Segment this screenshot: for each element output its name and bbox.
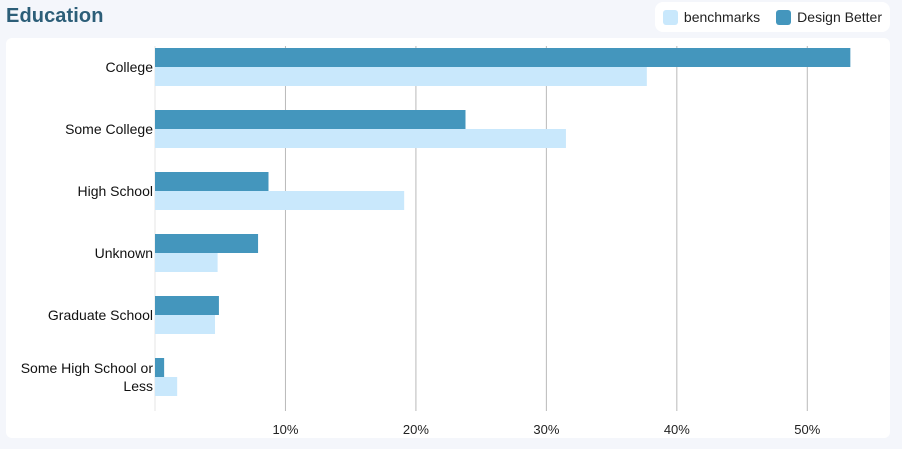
legend-label-design-better: Design Better bbox=[797, 9, 882, 25]
bar-benchmarks-graduate-school bbox=[155, 315, 216, 334]
category-label-line: High School bbox=[78, 183, 154, 199]
category-label-line: Less bbox=[123, 378, 153, 394]
x-tick-label-20: 20% bbox=[403, 422, 429, 437]
bar-benchmarks-college bbox=[155, 67, 647, 86]
category-label-some-high-school-or-less: Some High School or Less bbox=[21, 360, 154, 394]
bar-benchmarks-some-college bbox=[155, 129, 566, 148]
category-label-some-college: Some College bbox=[65, 121, 153, 137]
category-label-graduate-school: Graduate School bbox=[48, 307, 153, 323]
legend-swatch-design-better bbox=[776, 9, 792, 25]
bar-design-better-some-high-school-or-less bbox=[155, 358, 165, 377]
legend: benchmarks Design Better bbox=[654, 2, 890, 32]
bar-benchmarks-some-high-school-or-less bbox=[155, 377, 178, 396]
x-tick-label-40: 40% bbox=[664, 422, 690, 437]
bar-design-better-unknown bbox=[155, 234, 259, 253]
x-tick-label-30: 30% bbox=[533, 422, 559, 437]
bar-design-better-some-college bbox=[155, 110, 466, 129]
category-label-college: College bbox=[106, 59, 154, 75]
bar-benchmarks-unknown bbox=[155, 253, 218, 272]
x-tick-label-10: 10% bbox=[272, 422, 298, 437]
legend-swatch-benchmarks bbox=[662, 9, 678, 25]
category-label-line: College bbox=[106, 59, 154, 75]
bar-benchmarks-high-school bbox=[155, 191, 405, 210]
category-label-line: Some College bbox=[65, 121, 153, 137]
category-label-line: Some High School or bbox=[21, 360, 154, 376]
category-label-unknown: Unknown bbox=[95, 245, 153, 261]
category-label-high-school: High School bbox=[78, 183, 154, 199]
legend-label-benchmarks: benchmarks bbox=[683, 9, 761, 25]
x-tick-label-50: 50% bbox=[794, 422, 820, 437]
bar-design-better-college bbox=[155, 48, 851, 67]
category-label-line: Graduate School bbox=[48, 307, 153, 323]
legend-item-design-better[interactable]: Design Better bbox=[776, 9, 882, 25]
category-label-line: Unknown bbox=[95, 245, 153, 261]
bar-design-better-high-school bbox=[155, 172, 269, 191]
chart-card: 10% 20% 30% 40% 50% College Some College High S… bbox=[6, 38, 890, 438]
legend-item-benchmarks[interactable]: benchmarks bbox=[662, 9, 761, 25]
chart-title: Education bbox=[6, 5, 104, 27]
bar-design-better-graduate-school bbox=[155, 296, 219, 315]
education-bar-chart: 10% 20% 30% 40% 50% College Some College High S… bbox=[21, 46, 851, 437]
